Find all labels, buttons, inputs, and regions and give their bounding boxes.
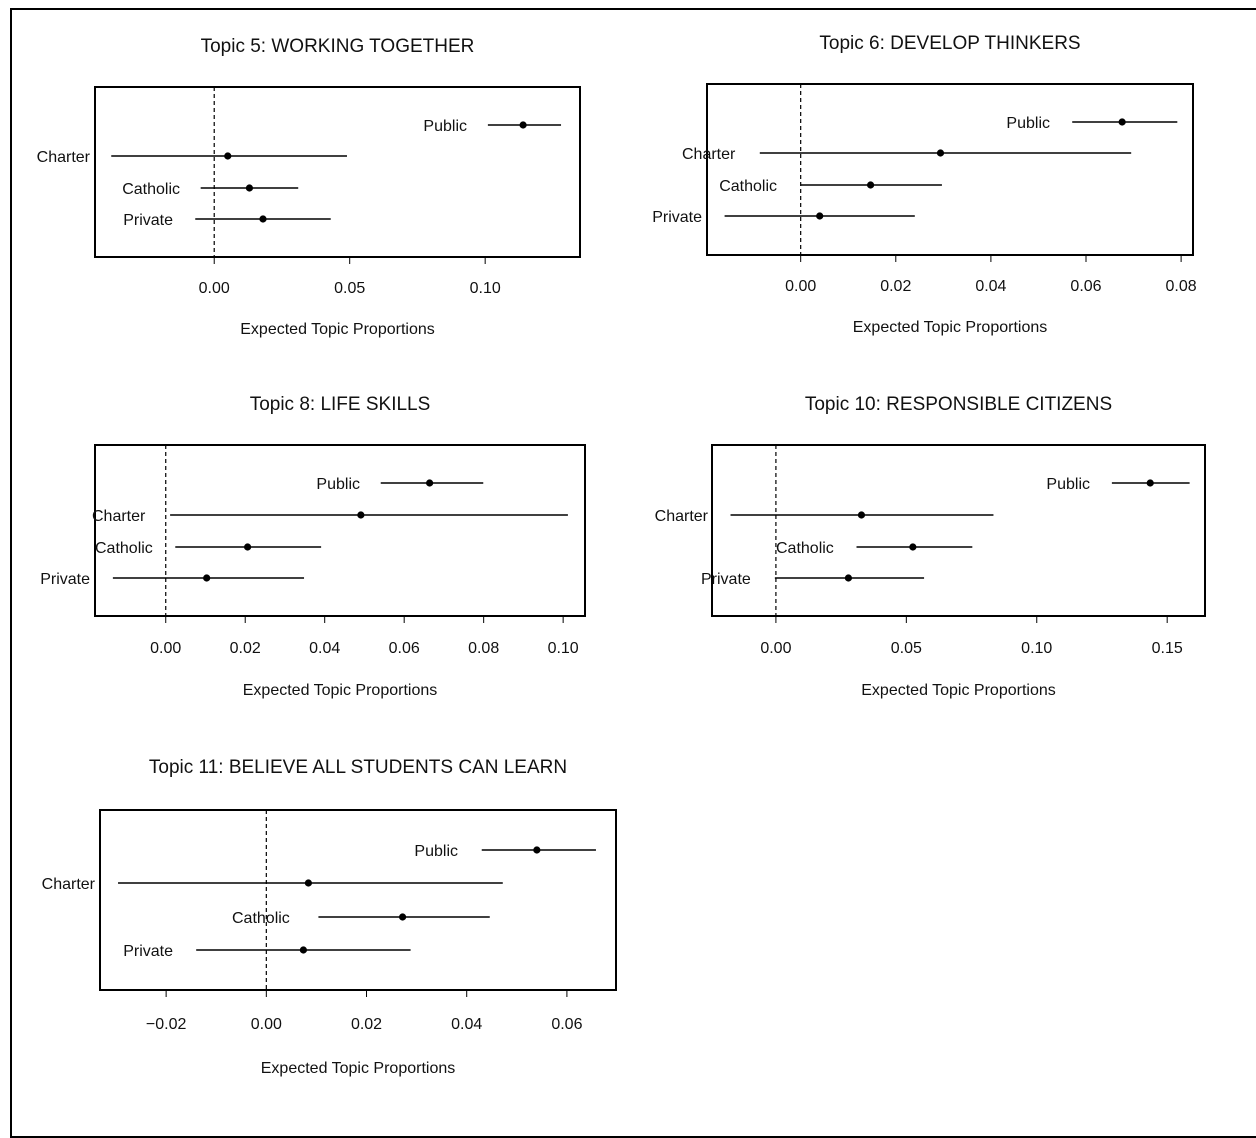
- point-estimate-charter: [224, 152, 232, 160]
- x-axis-label: Expected Topic Proportions: [240, 321, 434, 338]
- x-tick-label: 0.08: [1166, 278, 1197, 295]
- group-label-catholic: Catholic: [232, 910, 290, 927]
- point-estimate-public: [1146, 479, 1154, 487]
- point-estimate-public: [426, 479, 434, 487]
- group-label-charter: Charter: [682, 146, 736, 163]
- x-tick-label: 0.02: [230, 640, 261, 657]
- group-label-catholic: Catholic: [719, 178, 777, 195]
- point-estimate-catholic: [866, 181, 875, 189]
- x-tick-label: 0.00: [150, 640, 181, 657]
- group-label-private: Private: [652, 209, 702, 226]
- group-label-charter: Charter: [37, 149, 91, 166]
- x-axis-label: Expected Topic Proportions: [261, 1060, 455, 1077]
- panel-3: Topic 8: LIFE SKILLS 0.00 0.02 0.04 0.06 0.08…: [40, 394, 586, 699]
- point-estimate-private: [203, 574, 211, 582]
- point-estimate-private: [816, 212, 824, 220]
- point-estimate-charter: [357, 511, 365, 519]
- plot-frame: [711, 444, 1206, 617]
- group-label-catholic: Catholic: [95, 540, 153, 557]
- x-axis-label: Expected Topic Proportions: [853, 319, 1047, 336]
- panel-2: Topic 6: DEVELOP THINKERS 0.00 0.02 0.04 0.0…: [652, 33, 1197, 336]
- panel-title: Topic 11: BELIEVE ALL STUDENTS CAN LEARN: [149, 757, 567, 778]
- x-axis-label: Expected Topic Proportions: [243, 682, 437, 699]
- x-tick-label: 0.10: [1021, 640, 1052, 657]
- x-tick-label: 0.05: [334, 280, 365, 297]
- plot-frame: [94, 86, 581, 258]
- panel-title: Topic 6: DEVELOP THINKERS: [819, 33, 1080, 54]
- point-estimate-private: [844, 574, 853, 582]
- group-label-public: Public: [1046, 476, 1090, 493]
- group-label-charter: Charter: [655, 508, 709, 525]
- plot-frame: [94, 444, 586, 617]
- x-tick-label: 0.06: [1070, 278, 1101, 295]
- plot-frame: [706, 83, 1194, 256]
- point-estimate-catholic: [244, 543, 252, 551]
- group-label-private: Private: [123, 212, 173, 229]
- x-tick-label: 0.00: [251, 1016, 282, 1033]
- x-tick-label: 0.04: [975, 278, 1006, 295]
- plot-frame: [99, 809, 617, 991]
- point-estimate-public: [1118, 118, 1126, 126]
- point-estimate-catholic: [245, 184, 254, 192]
- point-estimate-public: [533, 846, 541, 854]
- group-label-public: Public: [423, 118, 467, 135]
- x-tick-label: 0.06: [389, 640, 420, 657]
- group-label-public: Public: [1006, 115, 1050, 132]
- x-tick-label: 0.10: [548, 640, 579, 657]
- x-tick-label: −0.02: [146, 1016, 187, 1033]
- point-estimate-public: [519, 121, 527, 129]
- panel-1: Topic 5: WORKING TOGETHER 0.00 0.05 0.10 Exp…: [37, 36, 581, 338]
- point-estimate-private: [259, 215, 267, 223]
- group-label-private: Private: [123, 943, 173, 960]
- group-label-public: Public: [316, 476, 360, 493]
- group-label-public: Public: [414, 843, 458, 860]
- x-tick-label: 0.02: [351, 1016, 382, 1033]
- group-label-private: Private: [40, 571, 90, 588]
- point-estimate-private: [299, 946, 307, 954]
- x-tick-label: 0.05: [891, 640, 922, 657]
- x-tick-label: 0.02: [880, 278, 911, 295]
- x-tick-label: 0.10: [470, 280, 501, 297]
- group-label-charter: Charter: [92, 508, 146, 525]
- panel-5: Topic 11: BELIEVE ALL STUDENTS CAN LEARN…: [42, 757, 617, 1077]
- panel-title: Topic 5: WORKING TOGETHER: [201, 36, 475, 57]
- x-tick-label: 0.00: [760, 640, 791, 657]
- x-tick-label: 0.00: [785, 278, 816, 295]
- group-label-charter: Charter: [42, 876, 96, 893]
- group-label-catholic: Catholic: [776, 540, 834, 557]
- point-estimate-charter: [857, 511, 866, 519]
- x-tick-label: 0.04: [451, 1016, 482, 1033]
- panel-4: Topic 10: RESPONSIBLE CITIZENS 0.00 0.05 0.…: [655, 394, 1206, 699]
- x-axis-label: Expected Topic Proportions: [861, 682, 1055, 699]
- x-tick-label: 0.08: [468, 640, 499, 657]
- panel-title: Topic 10: RESPONSIBLE CITIZENS: [805, 394, 1112, 415]
- x-tick-label: 0.15: [1152, 640, 1183, 657]
- x-tick-label: 0.00: [199, 280, 230, 297]
- panel-title: Topic 8: LIFE SKILLS: [250, 394, 431, 415]
- point-estimate-catholic: [909, 543, 917, 551]
- group-label-private: Private: [701, 571, 751, 588]
- point-estimate-charter: [936, 149, 945, 157]
- point-estimate-charter: [304, 879, 313, 887]
- x-tick-label: 0.06: [551, 1016, 582, 1033]
- group-label-catholic: Catholic: [122, 181, 180, 198]
- point-estimate-catholic: [398, 913, 407, 921]
- x-tick-label: 0.04: [309, 640, 340, 657]
